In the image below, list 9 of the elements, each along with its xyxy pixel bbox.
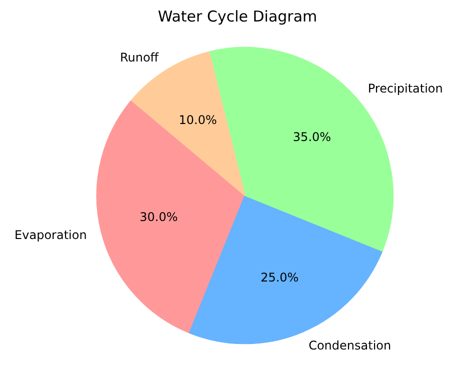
data-label: 35.0% <box>292 130 332 144</box>
slice-label: Runoff <box>120 50 160 64</box>
data-label: 30.0% <box>140 210 178 224</box>
slice-label: Evaporation <box>14 228 87 242</box>
slice-label: Condensation <box>308 338 392 353</box>
data-label: 10.0% <box>178 113 217 128</box>
data-label: 25.0% <box>260 270 299 284</box>
slice-label: Precipitation <box>368 82 443 96</box>
chart-title: Water Cycle Diagram <box>158 8 318 26</box>
